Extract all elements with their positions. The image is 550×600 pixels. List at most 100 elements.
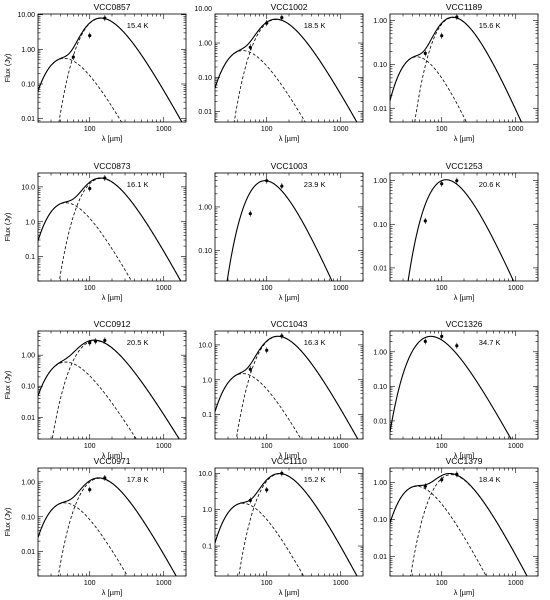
temperature-label: 18.5 K: [304, 21, 326, 30]
y-axis-label: Flux (Jy): [3, 370, 12, 399]
y-tick-label: 1.00: [21, 353, 35, 360]
y-tick-label: 0.1: [25, 254, 35, 261]
x-axis-label: λ [µm]: [279, 293, 300, 302]
plot-frame: [389, 13, 539, 123]
temperature-label: 20.5 K: [127, 338, 149, 347]
x-axis-label: λ [µm]: [454, 588, 475, 597]
total-sed-curve: [226, 180, 333, 281]
panel-vcc1379: VCC1379 18.4 K 100 1000 λ [µm] 1.00 0.10 0.01: [373, 456, 539, 597]
x-tick-label: 100: [436, 126, 448, 133]
temperature-label: 16.1 K: [127, 180, 149, 189]
x-tick-label: 100: [436, 580, 448, 587]
total-sed-curve: [390, 335, 512, 439]
y-tick-label: 1.00: [373, 18, 387, 25]
plot-frame: [37, 13, 187, 123]
panel-title: VCC1110: [271, 456, 307, 466]
x-tick-label: 1000: [508, 285, 524, 292]
y-tick-label: 1.00: [373, 178, 387, 185]
total-sed-curve: [215, 18, 358, 122]
warm-component-curve: [390, 485, 487, 576]
y-tick-label: 1.0: [202, 507, 212, 514]
x-tick-label: 100: [436, 443, 448, 450]
panel-title: VCC0912: [94, 319, 131, 329]
panel-title: VCC1003: [271, 161, 308, 171]
temperature-label: 15.4 K: [127, 21, 149, 30]
cold-component-curve: [235, 336, 359, 439]
panel-vcc1043: VCC1043 16.3 K 100 1000 λ [µm] 10.0 1.0 0.1: [198, 319, 364, 460]
x-tick-label: 1000: [508, 443, 524, 450]
y-tick-label: 0.1: [202, 544, 212, 551]
panel-title: VCC0971: [94, 456, 131, 466]
x-tick-label: 1000: [333, 126, 349, 133]
panel-vcc1326: VCC1326 34.7 K 100 1000 λ [µm] 1.00 0.10 0.01: [373, 319, 539, 460]
plot-frame: [389, 172, 539, 282]
x-tick-label: 100: [84, 126, 96, 133]
total-sed-curve: [38, 339, 180, 439]
y-tick-label: 1.00: [373, 349, 387, 356]
total-sed-curve: [38, 17, 183, 122]
warm-component-curve: [215, 502, 305, 576]
panel-vcc1110: VCC1110 15.2 K 100 1000 λ [µm] 10.0 1.0 0.1: [198, 456, 364, 597]
warm-component-curve: [38, 202, 133, 281]
x-tick-label: 1000: [333, 285, 349, 292]
y-tick-label: 1.00: [21, 479, 35, 486]
x-tick-label: 100: [261, 285, 273, 292]
x-tick-label: 100: [261, 443, 273, 450]
y-tick-label: 1.00: [198, 204, 212, 211]
x-axis-label: λ [µm]: [102, 451, 123, 460]
y-tick-label: 0.01: [373, 554, 387, 561]
plot-frame: [37, 172, 187, 282]
total-sed-curve: [215, 472, 358, 576]
y-tick-label: 1.0: [25, 219, 35, 226]
plot-frame: [37, 467, 187, 577]
y-tick-label: 0.01: [373, 106, 387, 113]
total-sed-curve: [215, 335, 359, 439]
y-tick-label: 0.01: [21, 549, 35, 556]
x-tick-label: 100: [261, 126, 273, 133]
y-tick-label: 0.10: [373, 222, 387, 229]
x-tick-label: 100: [436, 285, 448, 292]
y-tick-label: 1.00: [21, 47, 35, 54]
panel-vcc1002: VCC1002 18.5 K 100 1000 λ [µm] 10.00 1.00 0.10 0…: [194, 2, 364, 143]
total-sed-curve: [390, 16, 522, 122]
x-tick-label: 1000: [508, 126, 524, 133]
temperature-label: 16.3 K: [304, 338, 326, 347]
y-tick-label: 10.00: [194, 6, 212, 13]
temperature-label: 18.4 K: [479, 475, 501, 484]
y-tick-label: 0.10: [373, 384, 387, 391]
total-sed-curve: [38, 477, 177, 576]
panel-vcc0971: VCC0971 17.8 K 100 1000 λ [µm] 1.00 0.10 0.01 Fl…: [3, 456, 187, 597]
x-tick-label: 1000: [333, 580, 349, 587]
panel-title: VCC1189: [446, 2, 482, 12]
temperature-label: 23.9 K: [304, 180, 326, 189]
x-axis-label: λ [µm]: [279, 134, 300, 143]
x-axis-label: λ [µm]: [454, 293, 475, 302]
y-tick-label: 0.10: [198, 248, 212, 255]
cold-component-curve: [410, 474, 528, 576]
y-tick-label: 0.10: [21, 384, 35, 391]
y-tick-label: 0.10: [21, 82, 35, 89]
x-tick-label: 1000: [333, 443, 349, 450]
y-tick-label: 10.0: [198, 471, 212, 478]
temperature-label: 17.8 K: [127, 475, 149, 484]
x-tick-label: 100: [84, 443, 96, 450]
panel-title: VCC1002: [271, 2, 308, 12]
x-axis-label: λ [µm]: [279, 588, 300, 597]
y-axis-label: Flux (Jy): [3, 212, 12, 241]
y-tick-label: 0.10: [198, 75, 212, 82]
x-axis-label: λ [µm]: [102, 293, 123, 302]
x-axis-label: λ [µm]: [279, 451, 300, 460]
y-tick-label: 10.0: [198, 342, 212, 349]
panel-title: VCC1253: [446, 161, 483, 171]
total-sed-curve: [38, 177, 182, 281]
y-tick-label: 1.00: [373, 480, 387, 487]
temperature-label: 34.7 K: [479, 338, 501, 347]
panel-vcc0873: VCC0873 16.1 K 100 1000 λ [µm] 10.0 1.0 0.1 Flux…: [3, 161, 187, 302]
y-tick-label: 0.1: [202, 412, 212, 419]
y-axis-label: Flux (Jy): [3, 53, 12, 82]
y-tick-label: 10.00: [17, 12, 35, 19]
x-tick-label: 100: [261, 580, 273, 587]
cold-component-curve: [58, 17, 183, 122]
panel-vcc0857: VCC0857 15.4 K 100 1000 λ [µm] 10.00 1.00 0.10 0…: [3, 2, 187, 143]
panel-title: VCC1043: [271, 319, 308, 329]
